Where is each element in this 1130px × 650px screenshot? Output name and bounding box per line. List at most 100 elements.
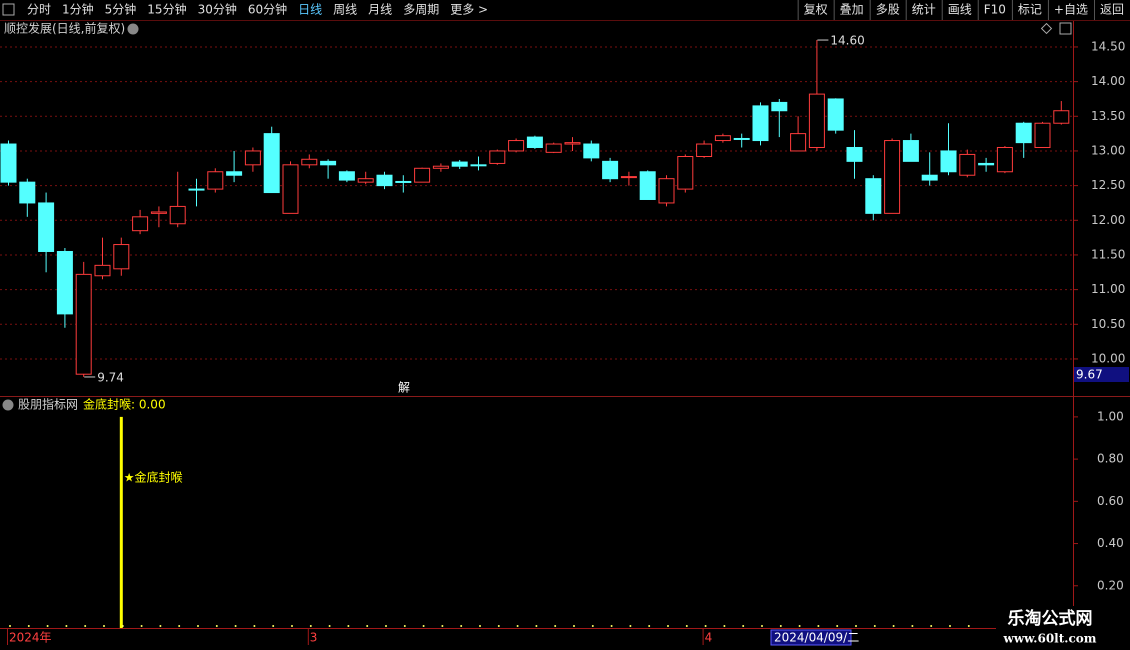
axis-dot — [121, 625, 124, 627]
menu-icon[interactable] — [2, 399, 14, 411]
y-tick-label: 12.50 — [1091, 178, 1125, 192]
axis-dot — [441, 625, 444, 627]
y-tick-label: 13.00 — [1091, 143, 1125, 157]
menu-icon[interactable] — [127, 23, 139, 35]
axis-dot — [535, 625, 538, 627]
candle-body — [508, 140, 525, 152]
toolbar-item[interactable]: 多周期 — [403, 3, 439, 17]
toolbar-button[interactable]: 多股 — [876, 3, 900, 17]
candle-body — [320, 160, 337, 166]
cursor-value-box — [1074, 367, 1129, 382]
candle-body — [846, 146, 863, 162]
toolbar-icon[interactable] — [2, 3, 15, 16]
axis-dot — [967, 625, 970, 627]
candle-body — [865, 178, 882, 214]
candle-body — [207, 171, 224, 190]
axis-dot — [761, 625, 763, 627]
axis-dot — [215, 625, 218, 627]
candle-body — [733, 137, 750, 140]
y-tick-label: 1.00 — [1097, 409, 1124, 423]
candle-body — [94, 264, 111, 277]
candle-body — [639, 171, 656, 200]
y-tick-label: 10.00 — [1091, 351, 1125, 365]
icon[interactable] — [1059, 22, 1072, 35]
candle-body — [301, 158, 318, 166]
candle-body — [226, 171, 243, 176]
axis-dot — [685, 625, 688, 627]
candle-body — [357, 178, 374, 183]
candle-body — [696, 143, 713, 158]
watermark-title: 乐淘公式网 — [1008, 608, 1093, 629]
y-tick-label: 11.50 — [1091, 247, 1125, 261]
toolbar-item[interactable]: 60分钟 — [248, 2, 287, 17]
toolbar-button[interactable]: +自选 — [1054, 3, 1088, 17]
candle-body — [827, 98, 844, 131]
candle-body — [583, 143, 600, 159]
candle-body — [150, 211, 167, 214]
axis-dot — [648, 625, 651, 627]
axis-dot — [460, 625, 463, 627]
axis-dot — [930, 625, 933, 627]
toolbar-item[interactable]: 15分钟 — [147, 2, 186, 17]
axis-dot — [723, 625, 726, 627]
axis-dot — [272, 625, 275, 627]
icon[interactable] — [1040, 22, 1053, 35]
axis-dot — [873, 625, 876, 627]
candle-body — [978, 162, 995, 166]
high-label: 14.60 — [830, 34, 864, 48]
candle-body — [752, 105, 769, 142]
toolbar-item[interactable]: 月线 — [368, 3, 392, 17]
toolbar-item[interactable]: 5分钟 — [105, 2, 137, 17]
candle-body — [771, 101, 788, 112]
toolbar-button[interactable]: 标记 — [1018, 3, 1042, 17]
chart-title: 顺控发展(日线,前复权) — [4, 21, 125, 36]
candle-body — [677, 156, 694, 190]
toolbar-item[interactable]: 30分钟 — [198, 2, 237, 17]
toolbar-item[interactable]: 日线 — [298, 3, 322, 17]
y-tick-label: 14.50 — [1091, 39, 1125, 53]
axis-dot — [855, 625, 857, 627]
candle-body — [414, 167, 431, 183]
x-tick-label: 3 — [310, 631, 318, 645]
candle-body — [602, 160, 619, 180]
axis-dot — [385, 625, 387, 627]
axis-dot — [347, 625, 350, 627]
signal-label: ★金底封喉 — [124, 470, 183, 485]
axis-dot — [291, 625, 293, 627]
axis-dot — [140, 625, 143, 627]
candle-body — [545, 143, 562, 153]
candle-body — [282, 164, 299, 214]
candle-body — [19, 181, 36, 204]
toolbar-item[interactable]: 更多 > — [450, 3, 488, 17]
axis-dot — [253, 625, 256, 627]
toolbar-button[interactable]: 画线 — [948, 3, 972, 17]
axis-dot — [836, 625, 839, 627]
toolbar-item[interactable]: 分时 — [27, 3, 51, 17]
axis-dot — [779, 625, 782, 627]
toolbar-item[interactable]: 1分钟 — [62, 2, 94, 17]
toolbar-button[interactable]: 复权 — [804, 3, 828, 17]
axis-dot — [366, 625, 369, 627]
toolbar-button[interactable]: F10 — [984, 3, 1006, 17]
candle-body — [526, 136, 543, 148]
axis-dot — [9, 625, 11, 627]
toolbar-button[interactable]: 统计 — [912, 3, 936, 17]
axis-dot — [309, 625, 312, 627]
axis-dot — [65, 625, 68, 627]
y-tick-label: 0.60 — [1097, 494, 1124, 508]
candle-body — [432, 165, 449, 169]
axis-dot — [610, 625, 613, 627]
axis-dot — [554, 625, 557, 627]
toolbar-button[interactable]: 叠加 — [840, 3, 864, 17]
candle-body — [808, 93, 825, 148]
toolbar-button[interactable]: 返回 — [1100, 3, 1124, 17]
candle-body — [489, 150, 506, 164]
cursor-value: 9.67 — [1076, 368, 1103, 382]
signal-marker: 解 — [398, 381, 410, 395]
axis-dot — [949, 625, 951, 627]
candle-body — [451, 161, 468, 167]
toolbar-item[interactable]: 周线 — [333, 3, 357, 17]
candle-body — [620, 176, 637, 179]
